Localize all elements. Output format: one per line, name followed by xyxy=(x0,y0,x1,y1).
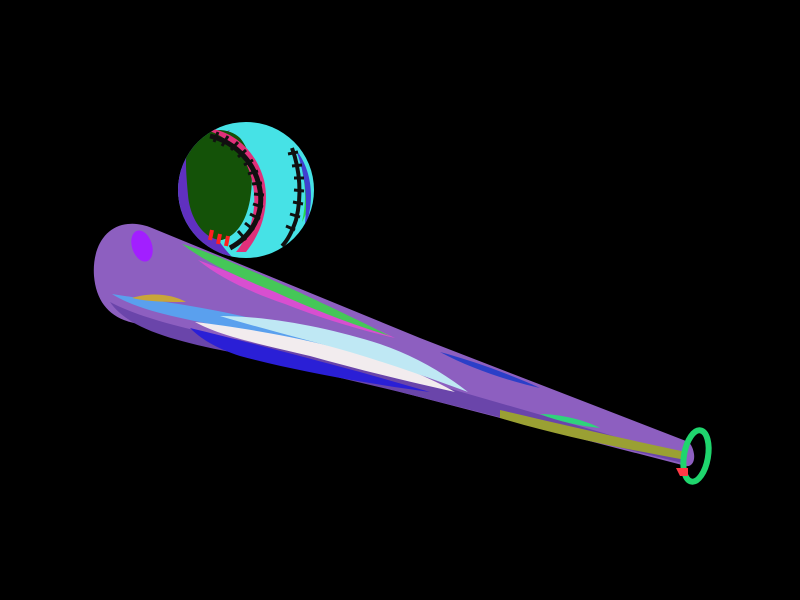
baseball-icon xyxy=(178,122,314,258)
bat-white-streak xyxy=(195,322,455,392)
knob-ring xyxy=(680,427,712,485)
ball-violet-crescent xyxy=(296,150,311,232)
bat-accent-gold xyxy=(132,294,186,302)
ball-stitch-ticks-right xyxy=(285,150,305,232)
ball-stitch-left xyxy=(209,133,264,251)
knob-red-accent xyxy=(676,468,688,476)
bat-body xyxy=(93,223,695,467)
ball-stitch-ticks-red xyxy=(208,229,230,247)
bat-olive-stripe xyxy=(500,410,686,460)
ball-green-panel xyxy=(186,129,252,240)
bat-green-stripe xyxy=(182,244,390,336)
ball-stitch-right xyxy=(280,147,302,248)
baseball-bat-icon xyxy=(93,223,712,485)
ball-stitch-ticks-left xyxy=(212,131,265,241)
bat-accent-green xyxy=(540,414,600,428)
ball-pink-seam xyxy=(206,128,266,252)
bat-end-highlight xyxy=(131,230,153,262)
bat-deep-blue-streak xyxy=(190,328,430,392)
bat-accent-blue xyxy=(440,352,540,388)
bat-knob xyxy=(676,427,712,485)
